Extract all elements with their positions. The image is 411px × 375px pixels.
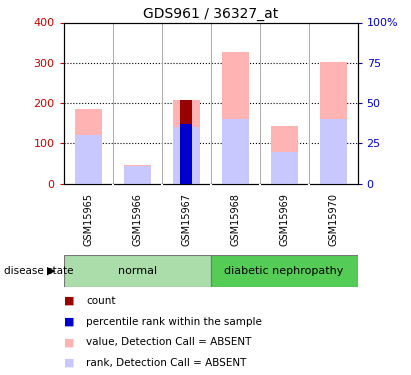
Text: GSM15968: GSM15968 — [230, 193, 240, 246]
Text: ■: ■ — [64, 316, 74, 327]
Bar — [222, 119, 249, 184]
Text: normal: normal — [118, 266, 157, 276]
Bar — [222, 52, 249, 184]
Bar — [180, 100, 192, 184]
Bar — [75, 135, 102, 184]
Text: GSM15966: GSM15966 — [132, 193, 142, 246]
Text: ■: ■ — [64, 337, 74, 347]
Bar — [180, 124, 192, 184]
Bar — [270, 152, 298, 184]
Bar — [320, 119, 346, 184]
Text: GSM15967: GSM15967 — [181, 193, 191, 246]
Text: count: count — [86, 296, 116, 306]
Text: ■: ■ — [64, 296, 74, 306]
Text: GSM15965: GSM15965 — [83, 193, 93, 246]
Text: percentile rank within the sample: percentile rank within the sample — [86, 316, 262, 327]
Bar — [320, 62, 346, 184]
Bar — [64, 255, 210, 287]
Text: rank, Detection Call = ABSENT: rank, Detection Call = ABSENT — [86, 358, 247, 368]
Text: ■: ■ — [64, 358, 74, 368]
Text: disease state: disease state — [4, 266, 74, 276]
Text: ▶: ▶ — [47, 266, 56, 276]
Text: GSM15969: GSM15969 — [279, 193, 289, 246]
Bar — [270, 126, 298, 184]
Title: GDS961 / 36327_at: GDS961 / 36327_at — [143, 8, 278, 21]
Bar — [75, 109, 102, 184]
Text: value, Detection Call = ABSENT: value, Detection Call = ABSENT — [86, 337, 252, 347]
Bar — [210, 255, 358, 287]
Bar — [124, 166, 151, 184]
Bar — [173, 128, 200, 184]
Text: GSM15970: GSM15970 — [328, 193, 338, 246]
Bar — [124, 165, 151, 184]
Bar — [173, 100, 200, 184]
Text: diabetic nephropathy: diabetic nephropathy — [224, 266, 344, 276]
